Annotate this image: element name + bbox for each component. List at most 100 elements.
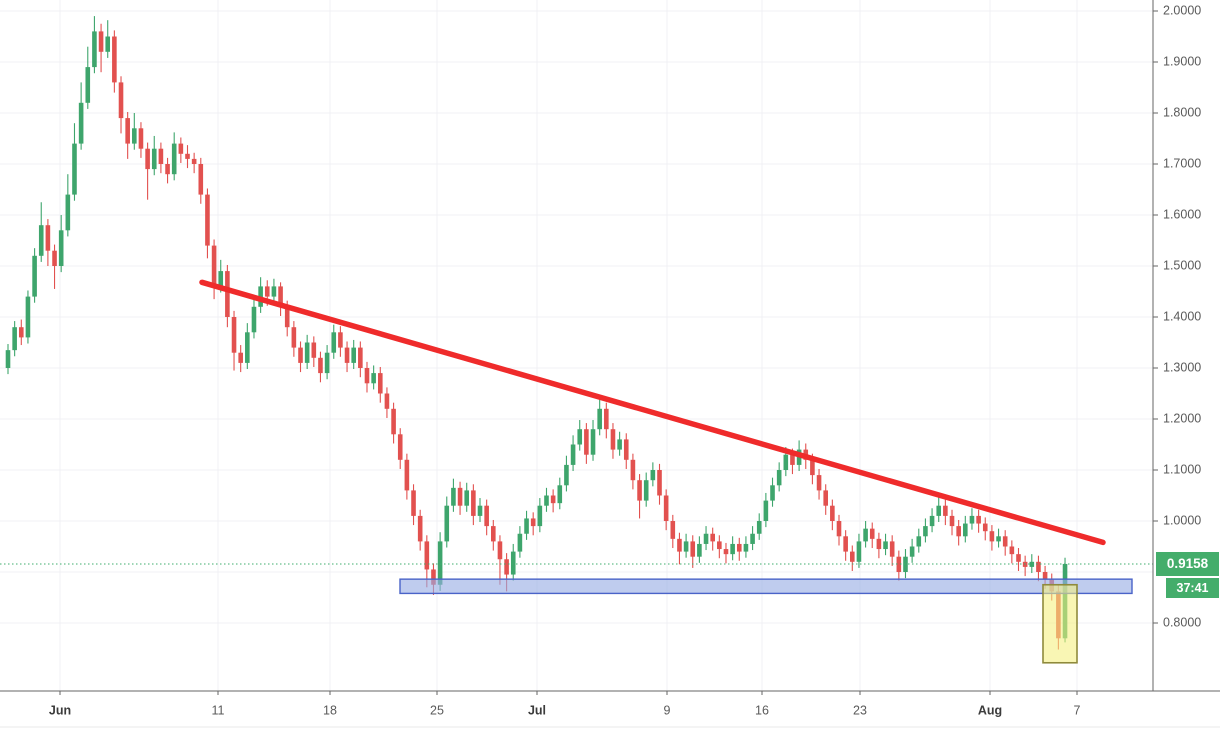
candle xyxy=(650,462,656,487)
price-tick-label: 1.4000 xyxy=(1163,309,1201,323)
descending-trendline[interactable] xyxy=(199,279,1106,546)
candle xyxy=(1022,555,1028,577)
candle xyxy=(338,326,343,357)
candle xyxy=(12,321,17,357)
highlight-zone-rect[interactable] xyxy=(1042,583,1078,664)
candle xyxy=(836,514,842,546)
price-tick-label: 1.2000 xyxy=(1163,411,1201,425)
candle xyxy=(132,113,137,150)
candle xyxy=(663,489,669,531)
candle xyxy=(491,519,496,551)
candle xyxy=(949,509,955,536)
candle xyxy=(736,537,742,561)
price-tick-label: 0.8000 xyxy=(1163,615,1201,629)
candle xyxy=(537,498,543,533)
candle xyxy=(464,482,470,512)
candle xyxy=(351,339,356,370)
candle xyxy=(883,533,888,556)
candle xyxy=(178,137,184,163)
candle xyxy=(510,543,516,581)
candle xyxy=(863,521,868,548)
candle xyxy=(643,472,649,507)
candle xyxy=(484,499,489,536)
candle xyxy=(245,323,250,370)
candle xyxy=(1002,530,1008,556)
candle xyxy=(630,453,636,490)
candle xyxy=(118,76,124,134)
candle xyxy=(105,20,111,58)
support-zone-rect[interactable] xyxy=(399,578,1133,595)
candle xyxy=(65,174,71,237)
candle xyxy=(617,431,622,456)
candle xyxy=(916,528,922,553)
candle xyxy=(231,310,237,371)
candle xyxy=(584,423,589,464)
price-axis[interactable]: 2.0000 1.9000 1.8000 1.7000 1.6000 1.5000 1.40… xyxy=(1153,3,1201,629)
time-tick-label: Jun xyxy=(49,703,71,717)
candle xyxy=(856,533,862,568)
candle xyxy=(258,277,263,313)
candle xyxy=(291,321,297,357)
candle xyxy=(451,478,456,512)
candle xyxy=(38,202,44,262)
candle xyxy=(717,535,722,559)
candle xyxy=(457,481,463,515)
candle xyxy=(517,526,523,558)
candle xyxy=(544,487,549,512)
candle xyxy=(889,535,895,566)
candle xyxy=(849,545,855,571)
price-tick-label: 1.6000 xyxy=(1163,207,1201,221)
candle xyxy=(344,341,350,373)
candle xyxy=(211,239,217,300)
candle xyxy=(417,509,423,551)
candle xyxy=(304,334,310,370)
time-tick-label: Aug xyxy=(978,703,1002,717)
time-tick-label: 16 xyxy=(755,703,769,717)
candle xyxy=(657,463,662,505)
candle xyxy=(564,455,569,492)
candle xyxy=(331,324,337,359)
time-tick-label: 25 xyxy=(430,703,444,717)
price-tick-label: 1.8000 xyxy=(1163,105,1201,119)
candle xyxy=(843,530,848,561)
candle xyxy=(816,468,822,500)
candle xyxy=(125,111,130,159)
candle xyxy=(756,513,762,540)
candle xyxy=(923,518,928,543)
candle xyxy=(158,142,164,174)
time-tick-label: 11 xyxy=(212,703,225,717)
price-tick-label: 1.5000 xyxy=(1163,258,1201,272)
candle xyxy=(444,496,450,548)
price-tick-label: 2.0000 xyxy=(1163,3,1201,17)
time-tick-label: 7 xyxy=(1074,703,1081,717)
candle xyxy=(770,477,775,507)
candle xyxy=(278,282,283,316)
candle xyxy=(703,526,709,551)
candle xyxy=(25,290,31,344)
candle xyxy=(78,82,84,150)
time-tick-label: 18 xyxy=(323,703,337,717)
time-axis[interactable]: Jun 11 18 25 Jul 9 16 23 Aug 7 xyxy=(49,691,1081,717)
candle xyxy=(610,423,616,459)
candle xyxy=(570,435,576,472)
candle xyxy=(85,46,91,109)
price-tick-label: 1.1000 xyxy=(1163,462,1201,476)
candle xyxy=(557,477,563,510)
price-tick-label: 1.7000 xyxy=(1163,156,1201,170)
candle xyxy=(251,297,257,339)
candle xyxy=(690,535,696,568)
candle xyxy=(404,453,410,500)
candle xyxy=(165,157,170,184)
candle xyxy=(5,344,11,375)
time-tick-label: 9 xyxy=(664,703,671,717)
candle xyxy=(18,319,24,346)
candle xyxy=(530,512,536,536)
candle xyxy=(397,428,403,469)
candle xyxy=(677,532,682,565)
candle xyxy=(830,499,835,531)
candle xyxy=(982,517,988,541)
candle xyxy=(238,345,243,373)
